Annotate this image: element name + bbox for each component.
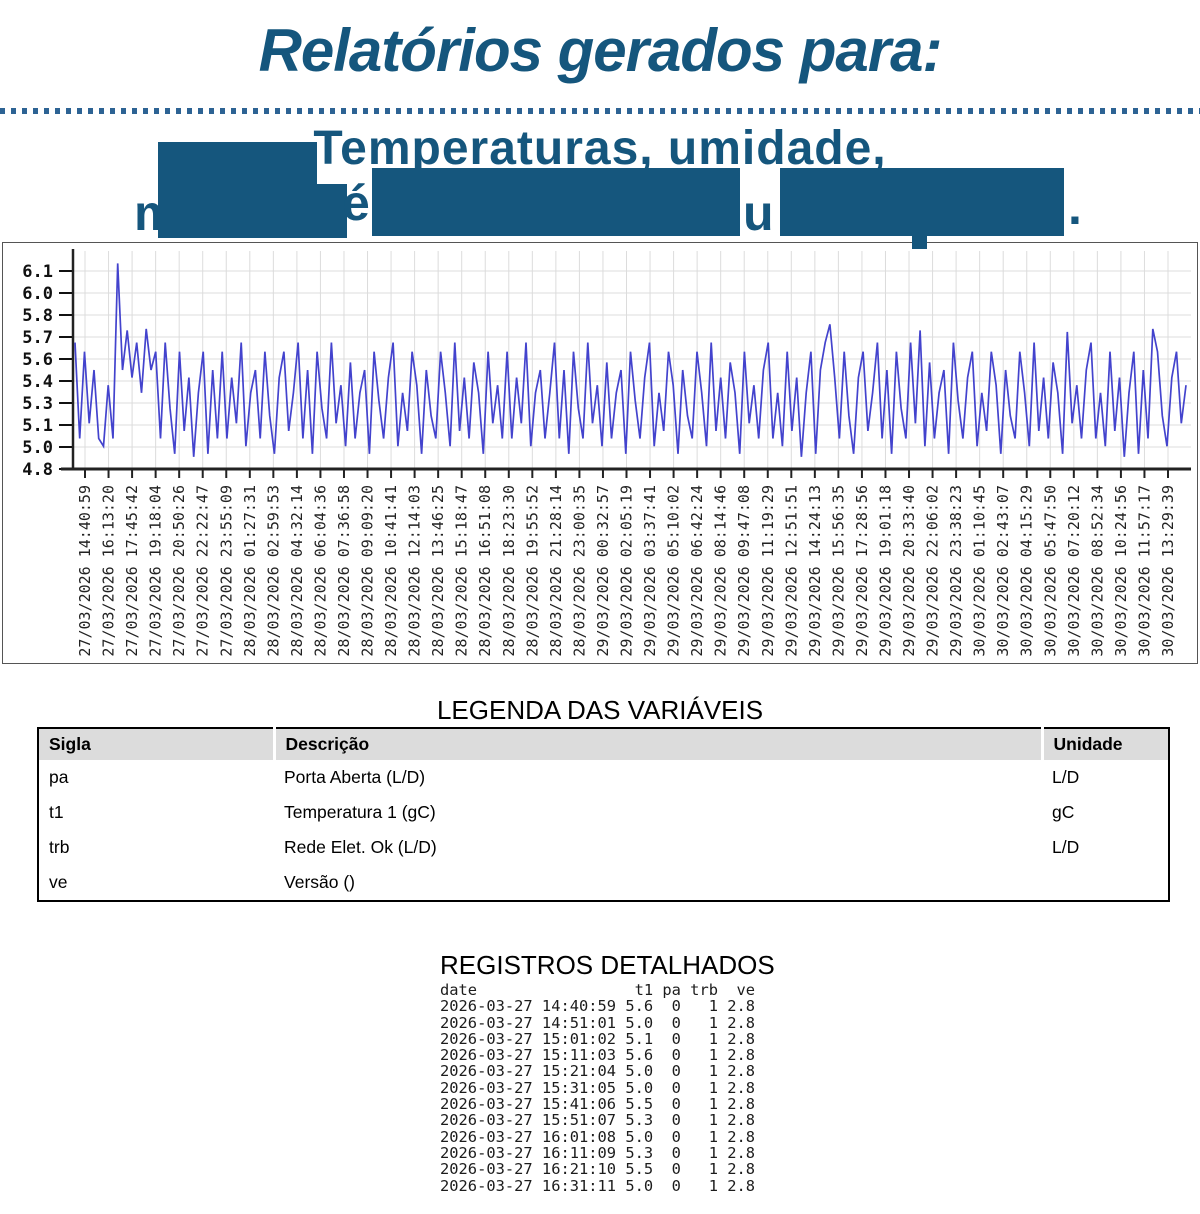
- svg-text:29/03/2026 15:56:35: 29/03/2026 15:56:35: [829, 485, 847, 657]
- subtitle-line-1: Temperaturas, umidade,: [313, 122, 887, 175]
- svg-text:29/03/2026 14:24:13: 29/03/2026 14:24:13: [806, 485, 824, 657]
- svg-text:28/03/2026 09:09:20: 28/03/2026 09:09:20: [359, 485, 377, 657]
- table-cell: [1042, 865, 1169, 901]
- table-cell: gC: [1052, 802, 1075, 822]
- svg-text:30/03/2026 07:20:12: 30/03/2026 07:20:12: [1065, 485, 1083, 657]
- svg-text:28/03/2026 07:36:58: 28/03/2026 07:36:58: [335, 485, 353, 657]
- svg-text:27/03/2026 16:13:20: 27/03/2026 16:13:20: [100, 485, 118, 657]
- svg-text:5.8: 5.8: [22, 306, 53, 326]
- svg-text:5.0: 5.0: [22, 438, 53, 458]
- table-cell: Temperatura 1 (gC): [284, 802, 436, 822]
- svg-text:28/03/2026 18:23:30: 28/03/2026 18:23:30: [500, 485, 518, 657]
- table-cell: Porta Aberta (L/D): [284, 767, 426, 787]
- svg-text:30/03/2026 13:29:39: 30/03/2026 13:29:39: [1159, 485, 1177, 657]
- legend-header-row: Sigla Descrição Unidade: [38, 728, 1169, 760]
- svg-text:27/03/2026 22:22:47: 27/03/2026 22:22:47: [194, 485, 212, 657]
- redaction-box: [372, 168, 740, 236]
- svg-text:29/03/2026 12:51:51: 29/03/2026 12:51:51: [782, 485, 800, 657]
- table-row: t1 Temperatura 1 (gC) gC: [38, 795, 1169, 830]
- legend-column-header: Unidade: [1040, 728, 1169, 760]
- svg-text:28/03/2026 01:27:31: 28/03/2026 01:27:31: [241, 485, 259, 657]
- table-row: ve Versão (): [38, 865, 1169, 901]
- svg-text:29/03/2026 02:05:19: 29/03/2026 02:05:19: [618, 485, 636, 657]
- subtitle-block: Temperaturas, umidade, m é u .: [0, 116, 1200, 249]
- legend-heading: LEGENDA DAS VARIÁVEIS: [436, 695, 764, 725]
- svg-text:28/03/2026 02:59:53: 28/03/2026 02:59:53: [264, 485, 282, 657]
- svg-text:27/03/2026 14:40:59: 27/03/2026 14:40:59: [76, 485, 94, 657]
- table-cell: Versão (): [284, 872, 355, 892]
- svg-text:28/03/2026 10:41:41: 28/03/2026 10:41:41: [382, 485, 400, 657]
- redaction-box: [158, 142, 317, 186]
- chart-canvas: 6.16.05.85.75.65.45.35.15.04.8 27/03/2026…: [22, 249, 1191, 657]
- svg-text:29/03/2026 20:33:40: 29/03/2026 20:33:40: [900, 485, 918, 657]
- svg-text:29/03/2026 03:37:41: 29/03/2026 03:37:41: [641, 485, 659, 657]
- svg-text:28/03/2026 19:55:52: 28/03/2026 19:55:52: [523, 485, 541, 657]
- subtitle-fragment: .: [1068, 179, 1082, 235]
- dotted-separator: [0, 108, 1200, 114]
- svg-text:5.7: 5.7: [22, 328, 53, 348]
- svg-text:27/03/2026 19:18:04: 27/03/2026 19:18:04: [147, 485, 165, 657]
- svg-text:29/03/2026 05:10:02: 29/03/2026 05:10:02: [665, 485, 683, 657]
- svg-text:28/03/2026 04:32:14: 28/03/2026 04:32:14: [288, 485, 306, 657]
- svg-text:30/03/2026 05:47:50: 30/03/2026 05:47:50: [1041, 485, 1059, 657]
- temperature-line-chart: 6.1 6.0 5.8 5.7 5.6 5.4 5.3 5.1 5.0 4.8 27/03/2026…: [2, 242, 1198, 664]
- svg-text:29/03/2026 09:47:08: 29/03/2026 09:47:08: [735, 485, 753, 657]
- table-cell: Rede Elet. Ok (L/D): [284, 837, 437, 857]
- svg-text:28/03/2026 16:51:08: 28/03/2026 16:51:08: [476, 485, 494, 657]
- svg-text:30/03/2026 08:52:34: 30/03/2026 08:52:34: [1088, 485, 1106, 657]
- table-cell: trb: [49, 837, 70, 857]
- svg-text:30/03/2026 04:15:29: 30/03/2026 04:15:29: [1018, 485, 1036, 657]
- registros-table: date t1 pa trb ve 2026-03-27 14:40:59 5.…: [440, 981, 756, 1195]
- table-row: pa Porta Aberta (L/D) L/D: [38, 760, 1169, 795]
- subtitle-fragment: é: [342, 175, 370, 231]
- svg-text:29/03/2026 11:19:29: 29/03/2026 11:19:29: [759, 485, 777, 657]
- svg-text:30/03/2026 11:57:17: 30/03/2026 11:57:17: [1135, 485, 1153, 657]
- legend-column-header: Sigla: [38, 728, 274, 760]
- table-cell: t1: [49, 802, 64, 822]
- svg-text:28/03/2026 12:14:03: 28/03/2026 12:14:03: [406, 485, 424, 657]
- registros-block: REGISTROS DETALHADOS date t1 pa trb ve 2…: [440, 950, 1200, 1194]
- legend-column-header: Descrição: [272, 728, 1042, 760]
- svg-text:28/03/2026 13:46:25: 28/03/2026 13:46:25: [429, 485, 447, 657]
- page-title: Relatórios gerados para:: [258, 17, 943, 84]
- svg-text:29/03/2026 00:32:57: 29/03/2026 00:32:57: [594, 485, 612, 657]
- svg-text:29/03/2026 17:28:56: 29/03/2026 17:28:56: [853, 485, 871, 657]
- redaction-box: [158, 184, 347, 238]
- table-cell: L/D: [1052, 767, 1080, 787]
- legend-table: Sigla Descrição Unidade pa Porta Aberta (L/…: [37, 727, 1170, 902]
- svg-text:28/03/2026 23:00:35: 28/03/2026 23:00:35: [570, 485, 588, 657]
- redaction-box: [780, 168, 1064, 236]
- table-cell: pa: [49, 767, 69, 787]
- redaction-box: [912, 234, 927, 249]
- svg-text:28/03/2026 21:28:14: 28/03/2026 21:28:14: [547, 485, 565, 657]
- svg-text:27/03/2026 20:50:26: 27/03/2026 20:50:26: [170, 485, 188, 657]
- svg-text:27/03/2026 17:45:42: 27/03/2026 17:45:42: [123, 485, 141, 657]
- svg-text:30/03/2026 10:24:56: 30/03/2026 10:24:56: [1112, 485, 1130, 657]
- svg-text:5.3: 5.3: [22, 394, 53, 414]
- svg-text:30/03/2026 02:43:07: 30/03/2026 02:43:07: [994, 485, 1012, 657]
- svg-text:28/03/2026 15:18:47: 28/03/2026 15:18:47: [453, 485, 471, 657]
- svg-text:28/03/2026 06:04:36: 28/03/2026 06:04:36: [311, 485, 329, 657]
- svg-text:27/03/2026 23:55:09: 27/03/2026 23:55:09: [217, 485, 235, 657]
- table-row: trb Rede Elet. Ok (L/D) L/D: [38, 830, 1169, 865]
- svg-text:29/03/2026 23:38:23: 29/03/2026 23:38:23: [947, 485, 965, 657]
- svg-text:29/03/2026 08:14:46: 29/03/2026 08:14:46: [712, 485, 730, 657]
- svg-text:29/03/2026 22:06:02: 29/03/2026 22:06:02: [924, 485, 942, 657]
- table-cell: ve: [49, 872, 68, 892]
- subtitle-fragment: u: [743, 185, 774, 241]
- table-cell: L/D: [1052, 837, 1080, 857]
- svg-text:30/03/2026 01:10:45: 30/03/2026 01:10:45: [971, 485, 989, 657]
- svg-text:29/03/2026 06:42:24: 29/03/2026 06:42:24: [688, 485, 706, 657]
- svg-text:29/03/2026 19:01:18: 29/03/2026 19:01:18: [876, 485, 894, 657]
- svg-text:6.0: 6.0: [22, 284, 53, 304]
- svg-text:6.1: 6.1: [22, 262, 53, 282]
- svg-text:5.1: 5.1: [22, 416, 53, 436]
- registros-heading: REGISTROS DETALHADOS: [440, 950, 775, 980]
- svg-text:4.8: 4.8: [22, 460, 53, 480]
- svg-text:5.4: 5.4: [22, 372, 53, 392]
- svg-text:5.6: 5.6: [22, 350, 53, 370]
